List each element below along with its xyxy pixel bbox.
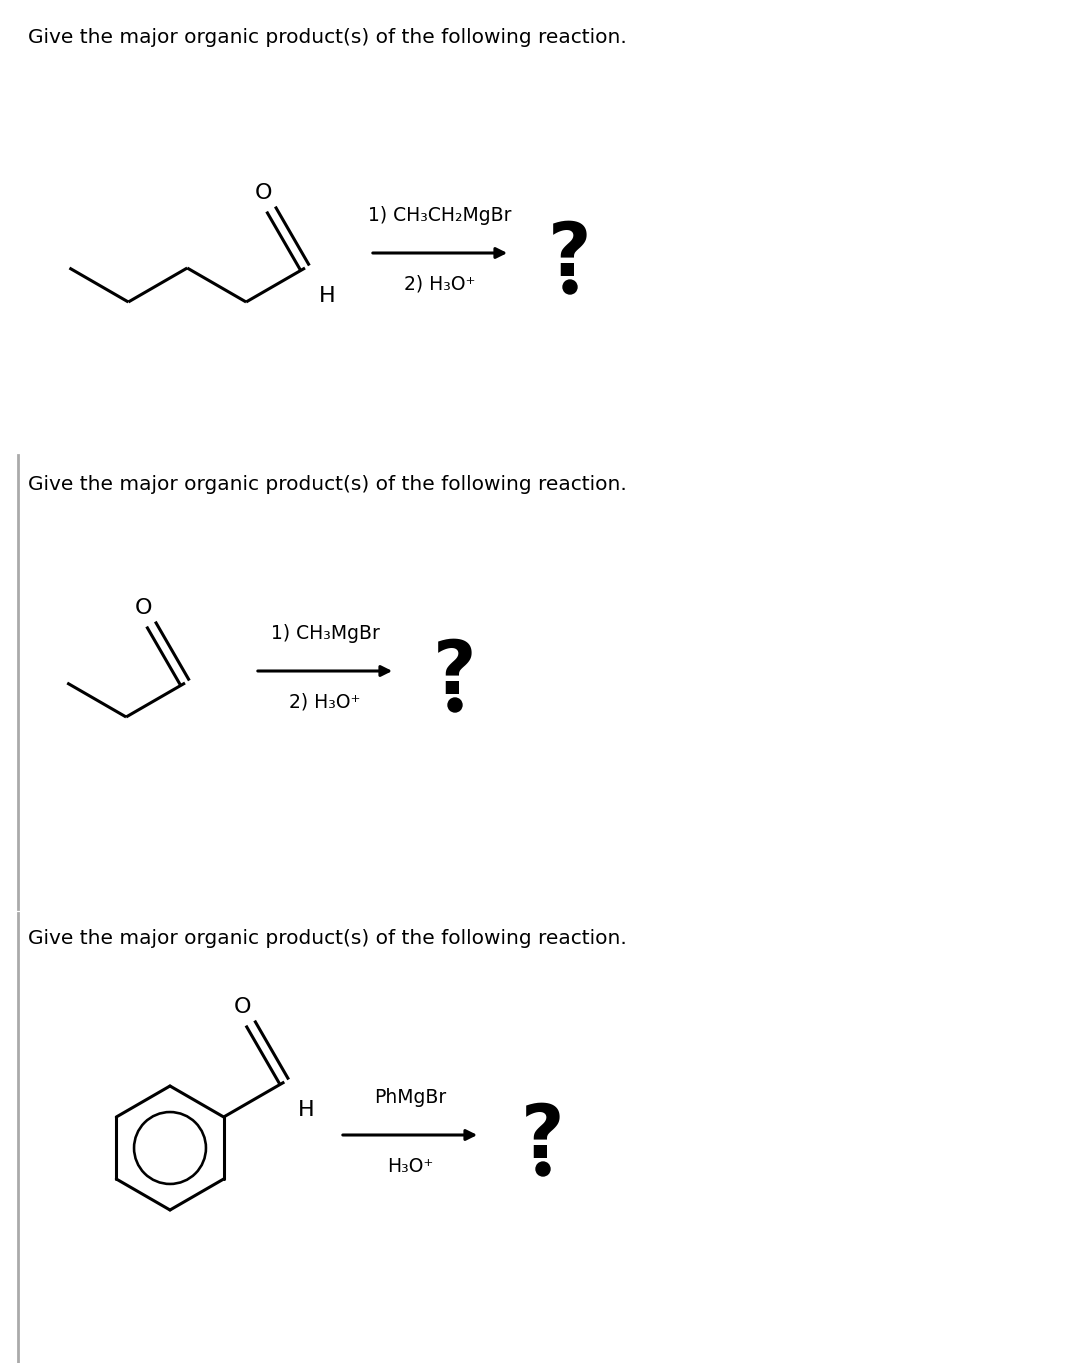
Text: ?: ? [522, 1100, 565, 1174]
Text: Give the major organic product(s) of the following reaction.: Give the major organic product(s) of the… [28, 29, 626, 46]
Text: O: O [134, 598, 152, 617]
Text: 2) H₃O⁺: 2) H₃O⁺ [404, 275, 476, 294]
Text: H₃O⁺: H₃O⁺ [387, 1157, 433, 1176]
Text: 1) CH₃CH₂MgBr: 1) CH₃CH₂MgBr [368, 206, 512, 225]
Text: O: O [233, 998, 251, 1017]
Text: 1) CH₃MgBr: 1) CH₃MgBr [271, 624, 379, 643]
Text: H: H [298, 1100, 314, 1120]
Text: Give the major organic product(s) of the following reaction.: Give the major organic product(s) of the… [28, 930, 626, 949]
Text: 2) H₃O⁺: 2) H₃O⁺ [289, 692, 361, 711]
Text: ?: ? [433, 637, 476, 710]
Text: O: O [254, 183, 272, 203]
Text: Give the major organic product(s) of the following reaction.: Give the major organic product(s) of the… [28, 474, 626, 493]
Text: ?: ? [549, 218, 592, 292]
Circle shape [536, 1163, 550, 1176]
Text: H: H [319, 286, 335, 307]
Circle shape [448, 698, 462, 711]
Text: PhMgBr: PhMgBr [374, 1088, 446, 1107]
Circle shape [563, 279, 577, 294]
